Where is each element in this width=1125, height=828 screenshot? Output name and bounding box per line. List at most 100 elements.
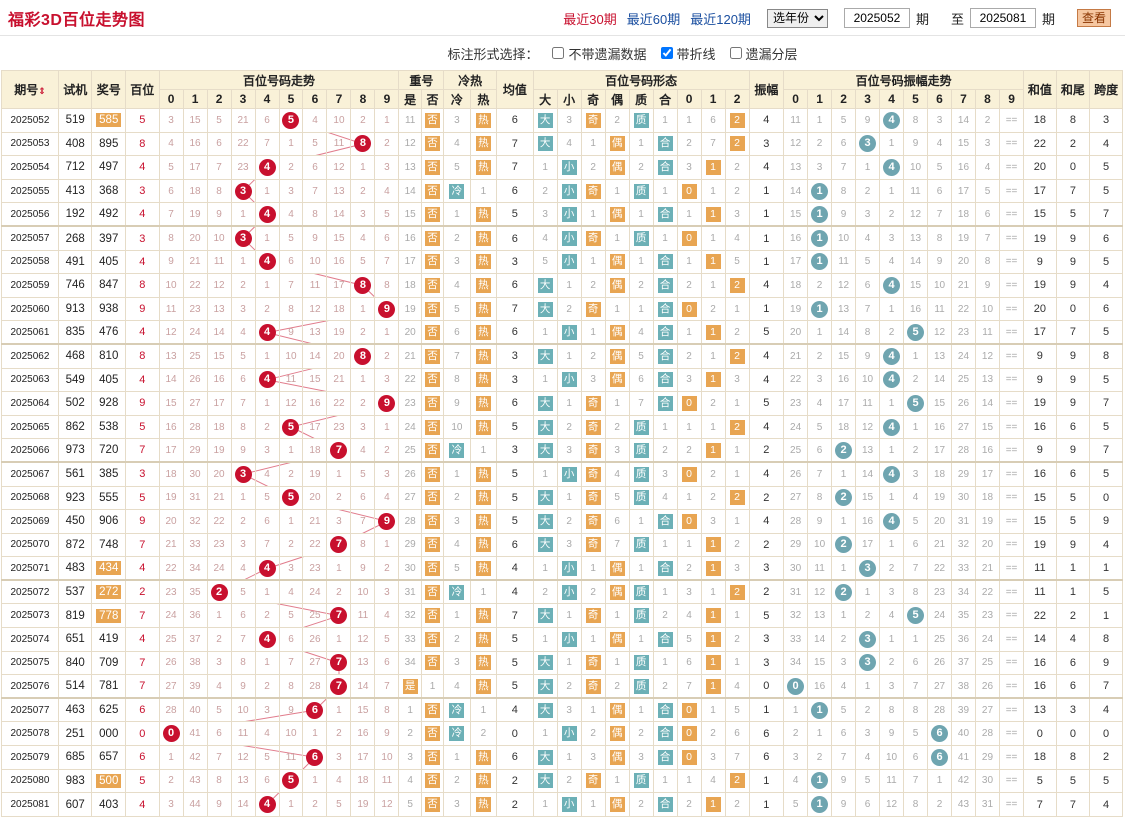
baiwei-cell: 6: [125, 745, 160, 770]
kuadu-cell: 6: [1089, 225, 1123, 251]
form-mark: 小: [561, 183, 577, 199]
form-cell: 质: [628, 485, 654, 511]
page-title: 福彩3D百位走势图: [8, 11, 145, 29]
amp-miss-cell: 15: [951, 131, 976, 157]
amp-ball: 1: [811, 182, 829, 200]
trend-miss-cell: 10: [206, 225, 232, 251]
amp-miss-cell: 29: [974, 745, 1000, 770]
chonghao-mark: 否: [425, 466, 441, 482]
remainder-miss-cell: 3: [724, 556, 750, 581]
remainder-miss-cell: 6: [724, 721, 750, 747]
trend-miss-cell: 7: [374, 674, 400, 699]
amp-miss-cell: 14: [927, 367, 952, 393]
remainder-miss-cell: 4: [724, 674, 750, 699]
kuadu-cell: 5: [1089, 367, 1123, 393]
remainder-mark: 0: [681, 726, 697, 742]
re-mark: 热: [475, 608, 491, 624]
table-row: 2025056 192 492 4 7 19 9 1 4 4 8 14 3 5 15 否 1 热 5 3 小 1 偶 1 合 1 1…: [1, 202, 1123, 227]
trend-miss-cell: 27: [182, 391, 208, 416]
amp-miss-cell: 2: [903, 367, 929, 393]
form-cell: 质: [628, 225, 654, 251]
remainder-miss-cell: 2: [700, 296, 726, 322]
form-cell: 偶: [604, 202, 630, 227]
chonghao-miss-cell: 5: [398, 792, 422, 817]
form-miss-cell: 2: [652, 603, 678, 629]
amp-miss-cell: 6: [807, 438, 833, 463]
amp-miss-cell: 7: [831, 745, 857, 770]
remainder-cell: 1: [700, 202, 726, 227]
amp-miss-cell: 30: [974, 768, 1000, 794]
trend-miss-cell: 23: [326, 414, 352, 440]
trend-miss-cell: 8: [158, 225, 184, 251]
view-button[interactable]: 查看: [1076, 9, 1111, 27]
to-period-input[interactable]: [969, 8, 1036, 28]
amp-miss-cell: 23: [783, 391, 809, 416]
from-period-input[interactable]: [843, 8, 910, 28]
remainder-miss-cell: 1: [700, 414, 726, 440]
remainder-miss-cell: 7: [676, 674, 702, 699]
form-miss-cell: 3: [580, 367, 606, 393]
option-polyline[interactable]: 带折线: [655, 44, 716, 63]
kuadu-cell: 4: [1089, 697, 1123, 723]
chonghao-mark: 否: [425, 490, 441, 506]
form-cell: 小: [556, 627, 582, 652]
amp-miss-cell: 11: [927, 296, 952, 322]
trend-miss-cell: 19: [158, 485, 184, 511]
lengre-miss-cell: 10: [443, 414, 471, 440]
amp-miss-cell: ==: [998, 745, 1025, 770]
recent-60-link[interactable]: 最近60期: [626, 11, 681, 27]
amp-digit-header-9: 9: [998, 89, 1025, 109]
recent-30-link[interactable]: 最近30期: [563, 11, 617, 27]
shiji-cell: 549: [57, 367, 93, 393]
form-mark: 小: [561, 797, 577, 813]
trend-miss-cell: 20: [206, 461, 232, 487]
chonghao-miss-cell: 30: [398, 556, 422, 581]
trend-miss-cell: 7: [374, 249, 400, 275]
option-no-miss[interactable]: 不带遗漏数据: [546, 44, 647, 63]
form-miss-cell: 1: [628, 556, 654, 581]
amp-miss-cell: 12: [783, 131, 809, 157]
chonghao-mark: 否: [425, 584, 441, 600]
lengre-miss-cell: 1: [443, 202, 471, 227]
form-mark: 偶: [609, 749, 625, 765]
amp-miss-cell: ==: [998, 532, 1025, 558]
polyline-checkbox[interactable]: [660, 47, 673, 59]
amp-miss-cell: 20: [783, 320, 809, 345]
amp-ball: 5: [907, 323, 925, 341]
no-miss-checkbox[interactable]: [552, 47, 565, 59]
form-cell: 大: [532, 697, 558, 723]
leng-mark: 冷: [449, 183, 465, 199]
table-row: 2025058 491 405 4 9 21 11 1 4 6 10 16 5 7 17 否 3 热 3 5 小 1 偶 1 合…: [1, 249, 1123, 275]
trend-miss-cell: 9: [206, 202, 232, 227]
chonghao-miss-cell: 11: [398, 108, 422, 133]
shiji-cell: 268: [57, 225, 93, 251]
year-select[interactable]: 选年份: [766, 8, 828, 28]
recent-120-link[interactable]: 最近120期: [690, 11, 751, 27]
form-cell: 大: [532, 745, 558, 770]
baiwei-cell: 8: [125, 273, 160, 298]
remainder-mark: 0: [681, 466, 697, 482]
option-miss-layer[interactable]: 遗漏分层: [724, 44, 798, 63]
amp-miss-cell: 16: [807, 674, 833, 699]
hezhi-cell: 19: [1023, 391, 1057, 416]
qihao-header[interactable]: 期号⇕: [1, 70, 59, 109]
baiwei-cell: 7: [125, 438, 160, 463]
trend-miss-cell: 13: [302, 320, 328, 345]
leng-cell: 冷: [443, 438, 471, 463]
trend-miss-cell: 2: [206, 627, 232, 652]
chonghao-cell: 否: [420, 650, 445, 676]
form-cell: 合: [652, 202, 678, 227]
digit-header-5: 5: [278, 89, 304, 109]
amp-miss-cell: 5: [903, 721, 929, 747]
form-mark: 偶: [609, 560, 625, 576]
digit-header-1: 1: [182, 89, 208, 109]
trend-miss-cell: 2: [350, 391, 376, 416]
hewei-cell: 6: [1055, 650, 1091, 676]
remainder-mark: 1: [705, 206, 721, 222]
amp-miss-cell: 6: [831, 721, 857, 747]
form-cell: 质: [628, 674, 654, 699]
remainder-mark: 0: [681, 749, 697, 765]
miss-layer-checkbox[interactable]: [729, 47, 742, 59]
remainder-miss-cell: 2: [676, 131, 702, 157]
amp-miss-cell: 26: [951, 391, 976, 416]
